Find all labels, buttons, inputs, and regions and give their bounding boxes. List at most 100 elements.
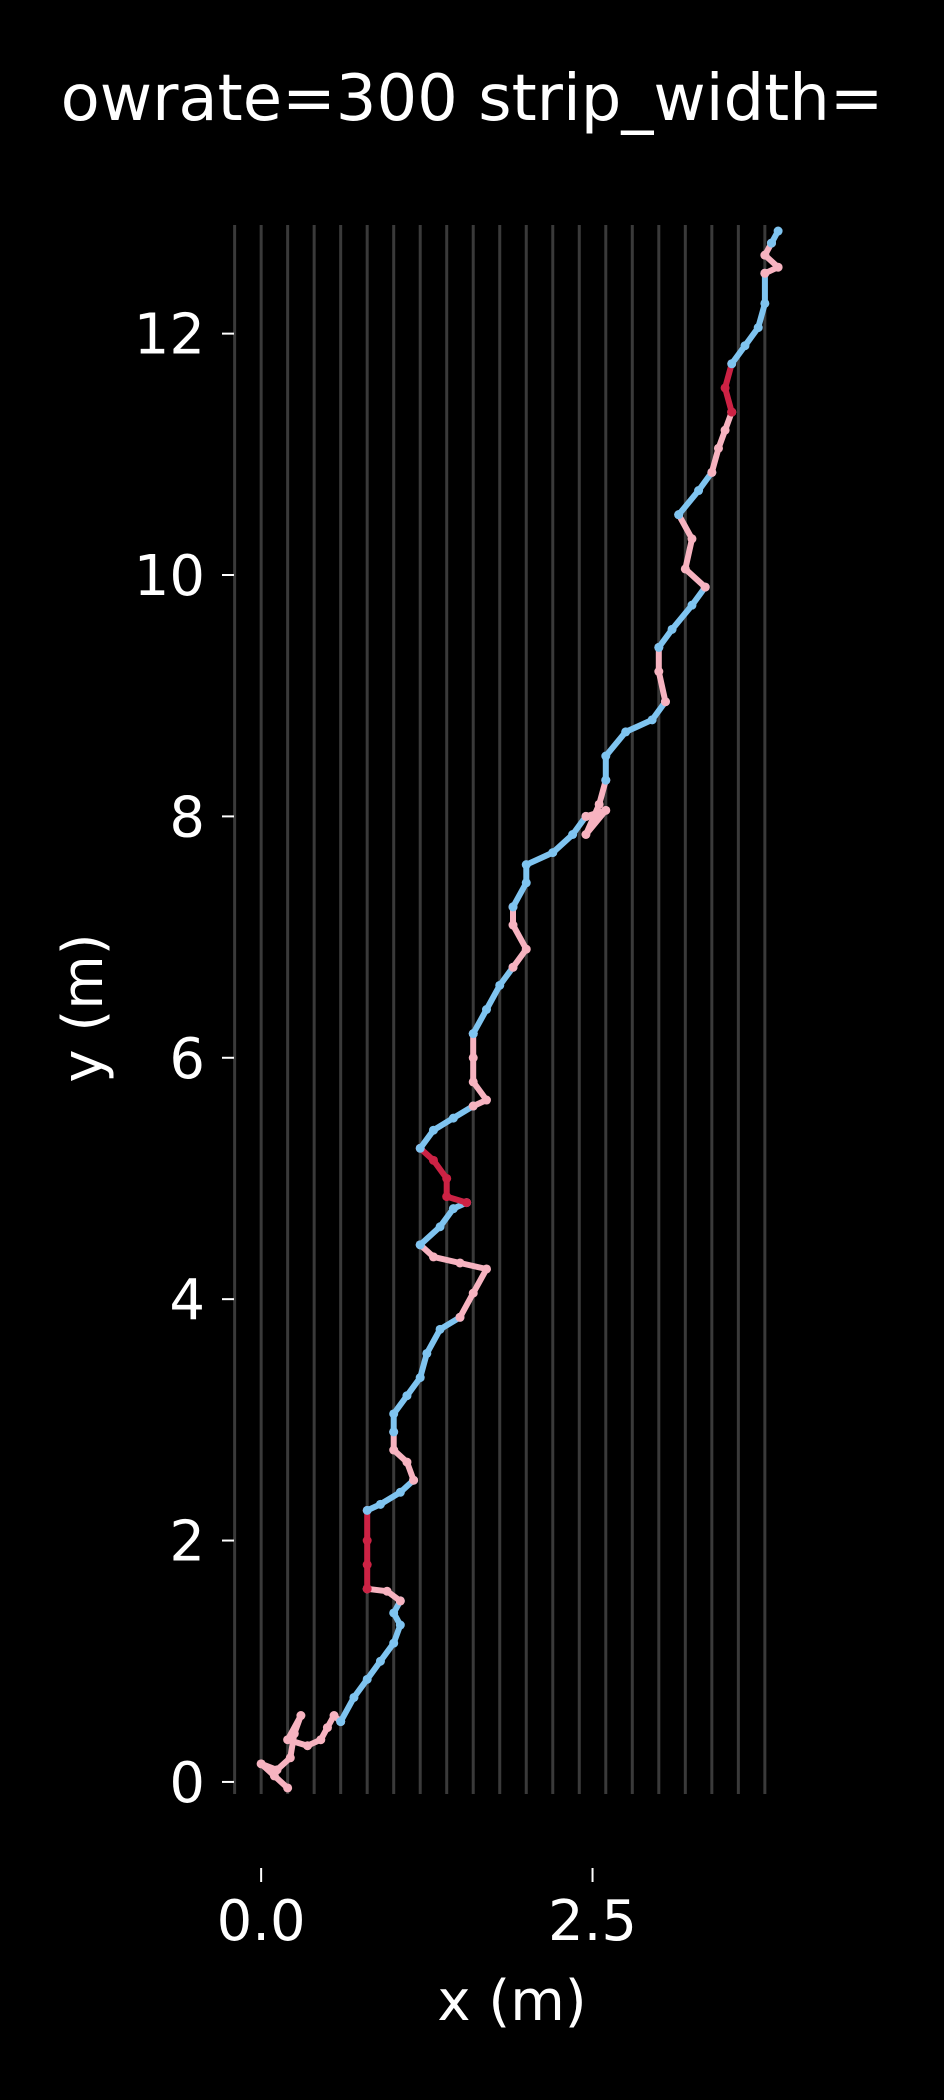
series-point <box>422 1348 432 1358</box>
series-point <box>362 1505 372 1515</box>
series-point <box>283 1783 293 1793</box>
series-point <box>601 751 611 761</box>
series-point <box>647 715 657 725</box>
series-point <box>455 1312 465 1322</box>
series-point <box>435 1324 445 1334</box>
strip-lines <box>233 225 767 1794</box>
series-line <box>417 1103 477 1152</box>
chart-title: owrate=300 strip_width= <box>61 62 884 136</box>
series-point <box>700 582 710 592</box>
series-point <box>409 1475 419 1485</box>
series-point <box>382 1586 392 1596</box>
series-point <box>362 1560 372 1570</box>
series-point <box>481 1095 491 1105</box>
series-point <box>654 642 664 652</box>
series-point <box>481 1264 491 1274</box>
series-point <box>285 1753 295 1763</box>
series-point <box>322 1723 332 1733</box>
series-point <box>283 1735 293 1745</box>
series-point <box>727 407 737 417</box>
series-point <box>713 443 723 453</box>
series-line <box>655 584 709 651</box>
series-point <box>375 1499 385 1509</box>
x-tick-label: 0.0 <box>217 1889 306 1954</box>
series-point <box>680 564 690 574</box>
series-point <box>415 1143 425 1153</box>
series-point <box>581 829 591 839</box>
series-point <box>395 1596 405 1606</box>
x-axis-label: x (m) <box>437 1969 586 2034</box>
trajectory-series <box>256 226 783 1793</box>
series-point <box>508 962 518 972</box>
series-point <box>272 1765 282 1775</box>
series-point <box>362 1536 372 1546</box>
series-point <box>389 1427 399 1437</box>
series-point <box>720 383 730 393</box>
y-tick-label: 12 <box>134 303 205 368</box>
series-line <box>390 1428 417 1484</box>
series-point <box>455 1258 465 1268</box>
series-point <box>720 425 730 435</box>
series-point <box>594 799 604 809</box>
series-line <box>708 409 735 476</box>
series-point <box>428 1125 438 1135</box>
series-point <box>435 1222 445 1232</box>
series-point <box>389 1638 399 1648</box>
series-point <box>753 323 763 333</box>
series-point <box>548 848 558 858</box>
series-point <box>621 727 631 737</box>
series-point <box>481 1005 491 1014</box>
series-point <box>395 1620 405 1630</box>
series-point <box>303 1741 313 1751</box>
y-axis-label: y (m) <box>51 933 116 1082</box>
series-point <box>660 697 670 707</box>
series-point <box>760 268 770 278</box>
series-point <box>448 1204 458 1214</box>
series-point <box>415 1240 425 1250</box>
series-point <box>389 1445 399 1455</box>
series-point <box>687 534 697 544</box>
series-point <box>349 1692 359 1702</box>
series-point <box>362 1584 372 1594</box>
series-point <box>389 1409 399 1419</box>
series-point <box>415 1373 425 1383</box>
series-point <box>674 510 684 520</box>
series-point <box>727 359 737 369</box>
y-tick-label: 8 <box>169 785 205 850</box>
series-point <box>468 1101 478 1111</box>
series-point <box>448 1113 458 1123</box>
series-point <box>687 600 697 610</box>
series-point <box>462 1198 472 1208</box>
series-point <box>601 775 611 785</box>
series-point <box>468 1053 478 1063</box>
series-point <box>442 1173 452 1183</box>
x-tick-label: 2.5 <box>548 1889 637 1954</box>
series-point <box>389 1608 399 1618</box>
series-line <box>470 964 516 1037</box>
series-point <box>521 860 531 870</box>
series-point <box>773 262 783 272</box>
series-point <box>694 486 704 496</box>
y-tick-label: 2 <box>169 1510 205 1575</box>
series-line <box>417 1199 470 1248</box>
series-point <box>468 1029 478 1039</box>
series-point <box>336 1717 346 1727</box>
series-point <box>402 1457 412 1467</box>
series-point <box>468 1288 478 1298</box>
series-point <box>428 1155 438 1165</box>
series-point <box>773 226 783 236</box>
y-tick-label: 0 <box>169 1751 205 1816</box>
series-point <box>256 1759 266 1769</box>
series-point <box>508 902 518 912</box>
series-point <box>707 467 717 477</box>
series-point <box>667 624 677 634</box>
y-tick-label: 4 <box>169 1268 205 1333</box>
series-point <box>521 944 531 954</box>
series-point <box>508 920 518 930</box>
series-point <box>296 1711 306 1721</box>
series-point <box>601 805 611 815</box>
series-line <box>761 240 782 277</box>
series-point <box>654 667 664 677</box>
series-point <box>581 811 591 821</box>
